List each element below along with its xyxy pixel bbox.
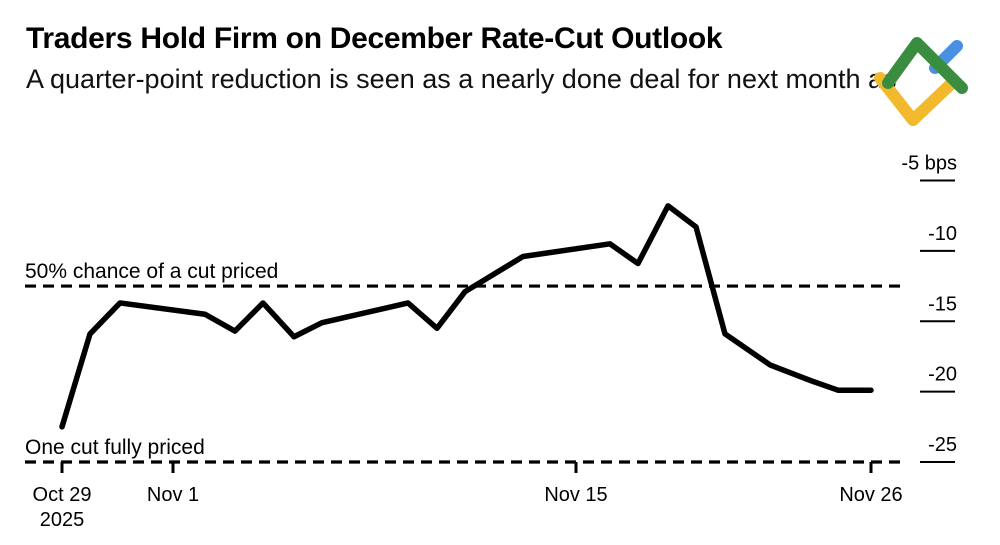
page-title: Traders Hold Firm on December Rate-Cut O… <box>26 22 723 55</box>
x-tick-sublabel: 2025 <box>40 509 85 531</box>
annotation-label: One cut fully priced <box>25 436 205 459</box>
x-tick-label: Nov 15 <box>544 484 607 506</box>
x-tick-label: Oct 29 <box>33 484 92 506</box>
logo-yellow-checkmark <box>874 72 958 126</box>
annotation-label: 50% chance of a cut priced <box>25 260 278 283</box>
litefinance-logo-icon <box>874 37 968 126</box>
x-tick-label: Nov 1 <box>147 484 199 506</box>
series-line <box>59 203 874 430</box>
x-tick-label: Nov 26 <box>839 484 902 506</box>
y-tick-label: -25 <box>928 434 957 456</box>
y-tick-label: -10 <box>928 223 957 245</box>
logo-green-peak <box>882 37 968 94</box>
y-tick-label: -20 <box>928 364 957 386</box>
y-tick-label: -5 bps <box>901 153 957 175</box>
y-tick-label: -15 <box>928 293 957 315</box>
chart-subtitle: A quarter-point reduction is seen as a n… <box>26 64 897 94</box>
